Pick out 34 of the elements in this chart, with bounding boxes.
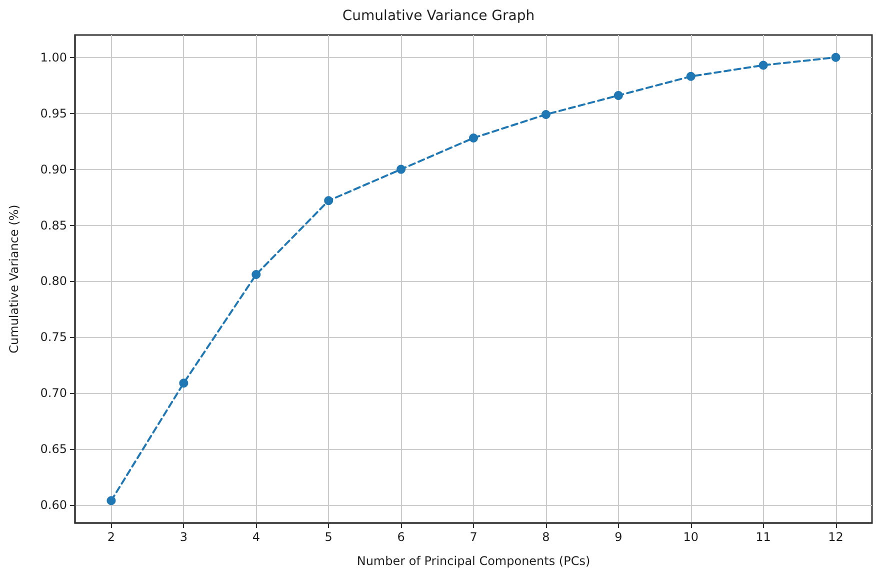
point [758, 60, 768, 70]
point [324, 196, 334, 206]
y-tick-label: 0.80 [40, 274, 67, 288]
point [179, 378, 188, 388]
point [686, 72, 696, 81]
y-tick-label: 0.90 [40, 162, 67, 176]
x-tick-label: 4 [252, 530, 260, 544]
x-tick-label: 2 [107, 530, 116, 544]
point [396, 164, 406, 174]
y-tick-label: 0.70 [40, 386, 67, 400]
point [614, 90, 623, 100]
x-tick-label: 6 [397, 530, 405, 544]
point [541, 110, 550, 119]
y-tick-label: 0.60 [40, 498, 67, 512]
x-tick-label: 9 [614, 530, 622, 544]
y-tick-label: 0.85 [40, 218, 67, 232]
point [469, 133, 478, 142]
x-tick-label: 7 [470, 530, 478, 544]
x-tick-label: 3 [180, 530, 188, 544]
point [106, 496, 116, 506]
x-tick-label: 8 [542, 530, 550, 544]
chart-title: Cumulative Variance Graph [342, 8, 535, 24]
point [252, 270, 261, 280]
y-tick-label: 0.75 [40, 330, 67, 344]
y-axis-title: Cumulative Variance (%) [7, 204, 21, 354]
x-tick-label: 12 [828, 530, 844, 544]
x-tick-label: 11 [756, 530, 771, 544]
y-tick-label: 0.65 [40, 442, 67, 456]
x-tick-label: 5 [324, 530, 332, 544]
y-tick-label: 0.95 [40, 106, 67, 120]
point [831, 52, 840, 62]
x-tick-label: 10 [683, 530, 699, 544]
x-axis-title: Number of Principal Components (PCs) [356, 554, 590, 568]
y-tick-label: 1.00 [40, 50, 67, 64]
